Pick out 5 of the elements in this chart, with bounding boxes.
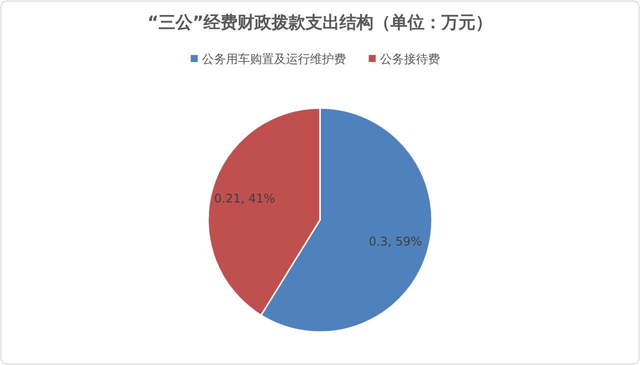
- data-label: 0.3, 59%: [368, 234, 422, 248]
- chart-title: “三公”经费财政拨款支出结构（单位：万元）: [147, 13, 493, 33]
- data-label: 0.21, 41%: [214, 192, 276, 206]
- legend-label: 公务接待费: [380, 52, 440, 66]
- legend-label: 公务用车购置及运行维护费: [202, 52, 346, 66]
